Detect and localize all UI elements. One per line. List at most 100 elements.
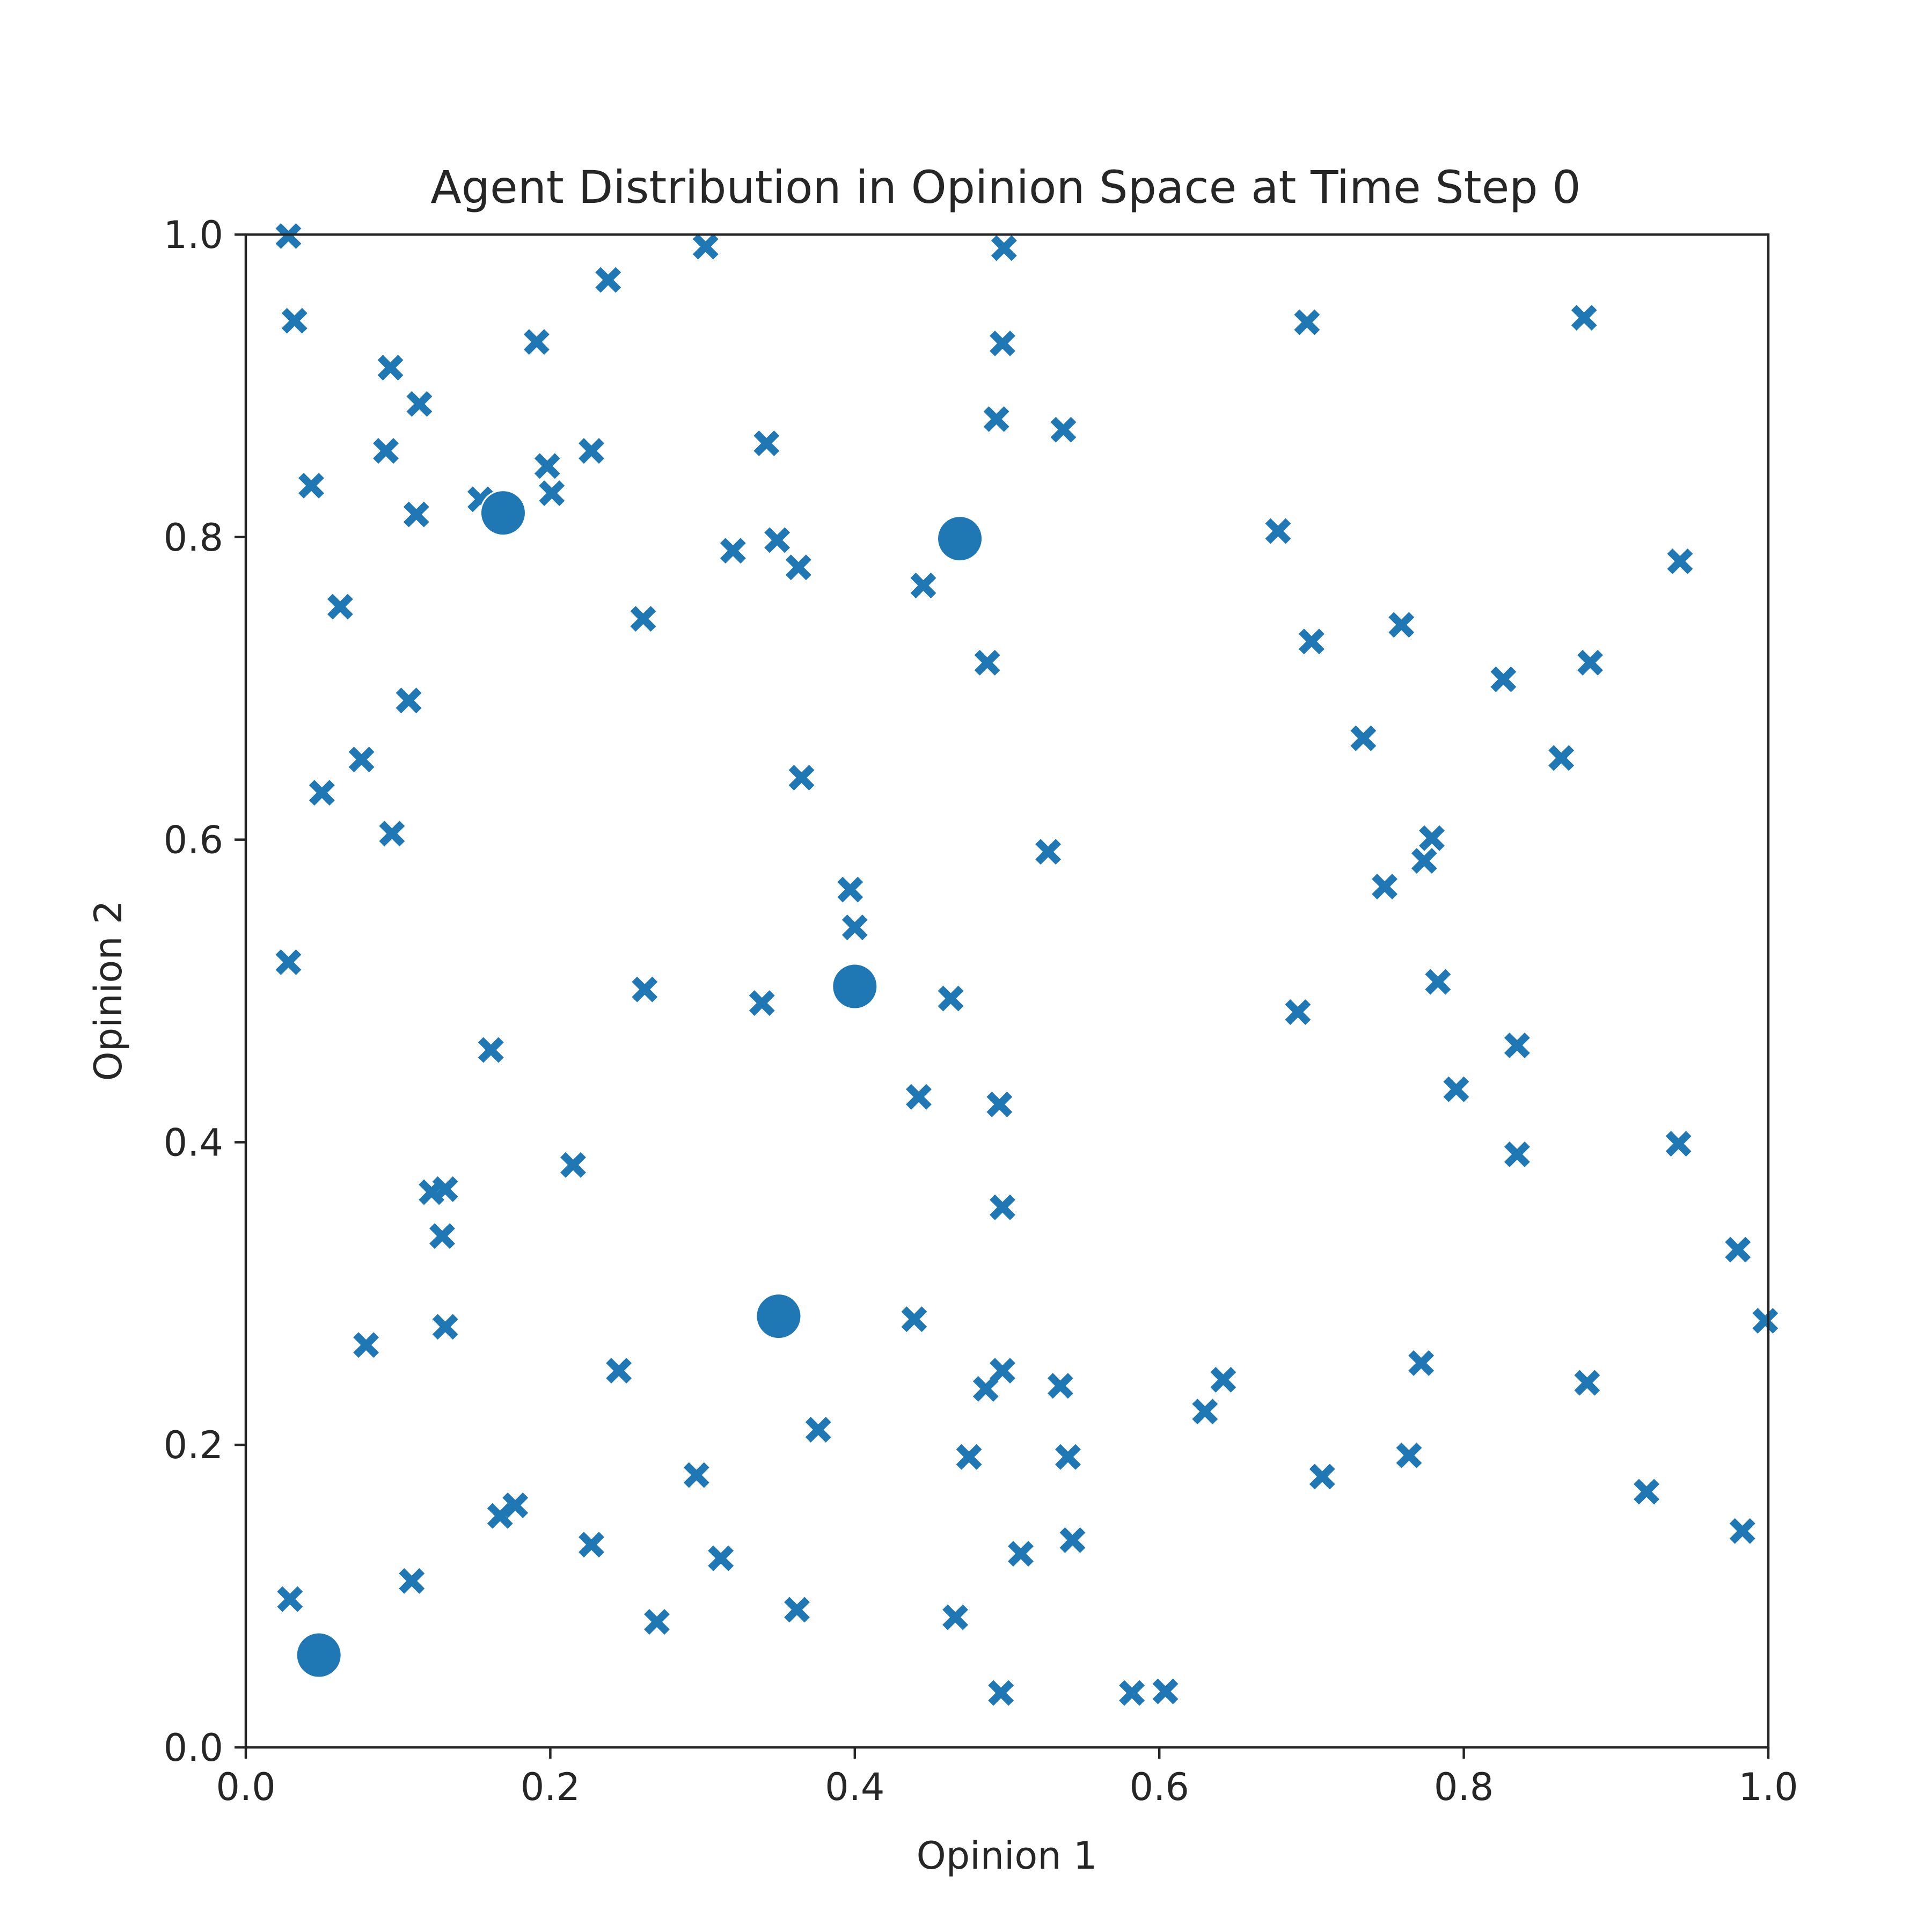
agent-point-x: [1119, 1680, 1145, 1706]
agent-point-x: [990, 331, 1015, 356]
agent-point-x: [910, 573, 936, 598]
agent-point-x: [406, 391, 433, 417]
agent-point-x: [275, 949, 302, 975]
center-point-circle: [479, 489, 526, 537]
agent-point-x: [753, 430, 780, 456]
agent-point-x: [837, 876, 863, 903]
agent-point-x: [1408, 1350, 1435, 1376]
agent-point-x: [1574, 1370, 1600, 1396]
agent-point-x: [1055, 1444, 1081, 1470]
agent-point-x: [708, 1545, 734, 1571]
x-axis-label: Opinion 1: [917, 1834, 1097, 1878]
center-point-circle: [295, 1631, 342, 1679]
y-tick-label: 0.4: [164, 1121, 223, 1165]
agent-point-x: [595, 267, 621, 293]
y-tick-label: 0.2: [164, 1423, 223, 1467]
agent-point-x: [348, 747, 375, 773]
agent-point-x: [1665, 1131, 1692, 1157]
agent-point-x: [1396, 1442, 1422, 1468]
agent-point-x: [692, 233, 719, 260]
agent-point-x: [1571, 305, 1597, 331]
agent-point-x: [974, 649, 1000, 676]
agent-point-x: [1725, 1236, 1751, 1263]
x-tick-label: 0.4: [825, 1765, 884, 1809]
center-point-circle: [831, 963, 879, 1010]
agent-point-x: [1443, 1076, 1469, 1102]
agent-point-x: [1634, 1479, 1659, 1505]
agent-point-x: [788, 765, 815, 791]
agent-point-x: [1504, 1141, 1530, 1167]
agent-point-x: [644, 1609, 670, 1635]
agent-point-x: [606, 1358, 632, 1384]
agent-point-x: [399, 1568, 425, 1594]
plot-area: [275, 223, 1779, 1706]
agent-point-x: [327, 594, 353, 620]
agent-point-x: [1152, 1678, 1179, 1704]
agent-point-x: [379, 821, 405, 847]
agent-point-x: [419, 1179, 445, 1205]
agent-point-x: [991, 235, 1017, 261]
agent-point-x: [938, 985, 964, 1012]
agent-point-x: [983, 406, 1009, 432]
agent-point-x: [1294, 309, 1320, 335]
agent-point-x: [1059, 1527, 1086, 1553]
agent-point-x: [906, 1084, 932, 1110]
agent-point-x: [1350, 725, 1377, 751]
agent-point-x: [539, 480, 565, 506]
agent-point-x: [1192, 1399, 1218, 1425]
plot-frame: [244, 233, 1770, 1749]
agent-point-x: [988, 1680, 1014, 1706]
agent-point-x: [784, 1597, 810, 1623]
agent-point-x: [429, 1223, 455, 1249]
agent-point-x: [560, 1152, 586, 1178]
y-axis: 0.0 0.2 0.4 0.6 0.8 1.0: [164, 213, 246, 1770]
agent-point-x: [396, 687, 422, 714]
agent-point-x: [1388, 612, 1415, 638]
agent-point-x: [432, 1314, 458, 1340]
agent-point-x: [1285, 999, 1311, 1025]
agent-point-x: [1490, 666, 1517, 692]
y-tick-label: 0.6: [164, 818, 223, 862]
agent-point-x: [632, 976, 658, 1002]
agent-point-x: [1667, 548, 1693, 574]
agent-point-x: [579, 438, 604, 464]
agent-point-x: [373, 438, 399, 464]
agent-point-x: [986, 1091, 1013, 1117]
agent-point-x: [487, 1503, 513, 1529]
x-tick-label: 0.2: [521, 1765, 580, 1809]
agent-point-x: [1008, 1541, 1034, 1567]
agent-point-x: [1752, 1308, 1779, 1334]
agent-point-x: [901, 1306, 927, 1333]
agent-point-x: [956, 1444, 982, 1470]
y-tick-label: 1.0: [164, 213, 223, 257]
agent-point-x: [942, 1604, 968, 1630]
agent-point-x: [1210, 1367, 1236, 1393]
x-tick-label: 0.8: [1434, 1765, 1494, 1809]
agent-point-x: [785, 554, 811, 581]
agent-point-x: [1411, 848, 1437, 874]
agent-point-x: [1035, 839, 1062, 865]
agent-point-x: [749, 990, 775, 1016]
agent-point-x: [1419, 825, 1445, 851]
agent-point-x: [841, 914, 868, 941]
agent-point-x: [720, 538, 746, 564]
agent-point-x: [1298, 628, 1324, 655]
x-axis: 0.0 0.2 0.4 0.6 0.8 1.0: [216, 1747, 1798, 1809]
agent-point-x: [1265, 518, 1291, 544]
x-tick-label: 0.6: [1130, 1765, 1189, 1809]
y-tick-label: 0.8: [164, 516, 223, 560]
center-point-circle: [755, 1293, 802, 1340]
agent-point-x: [281, 308, 308, 334]
agent-point-x: [1729, 1518, 1755, 1544]
agent-point-x: [353, 1332, 379, 1358]
agent-point-x: [1548, 745, 1575, 771]
agent-point-x: [277, 1586, 303, 1612]
agent-point-x: [523, 329, 550, 355]
agent-point-x: [403, 501, 429, 528]
agent-point-x: [764, 527, 791, 553]
agent-point-x: [1425, 969, 1451, 995]
agent-point-x: [309, 780, 335, 806]
agent-point-x: [990, 1358, 1015, 1384]
agent-point-x: [805, 1417, 831, 1443]
